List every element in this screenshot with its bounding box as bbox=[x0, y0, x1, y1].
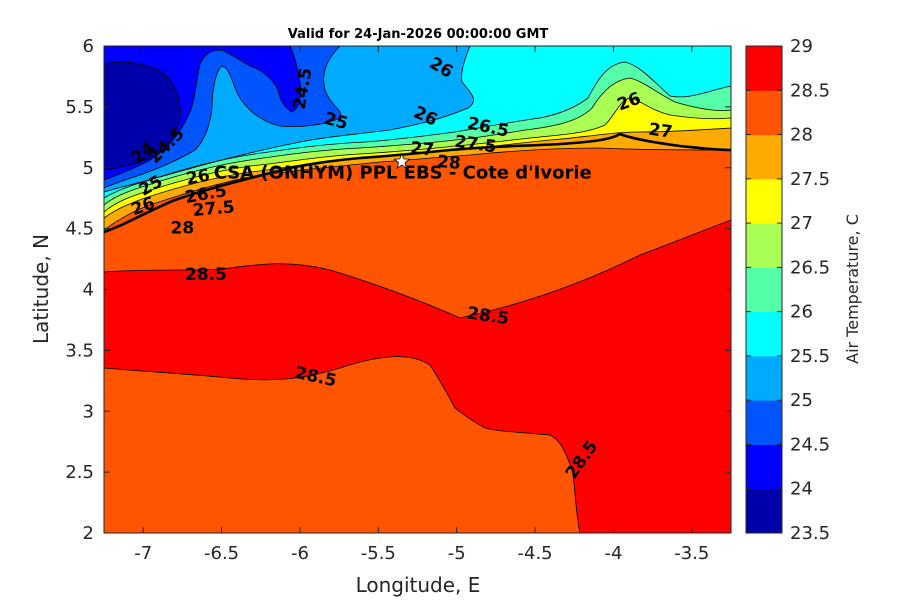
colorbar-tick-label: 28 bbox=[790, 125, 813, 146]
x-tick-label: -7 bbox=[134, 543, 152, 564]
contour-line-25.5 bbox=[104, 46, 474, 193]
colorbar-segment bbox=[746, 178, 782, 224]
contour-label: 27 bbox=[410, 138, 435, 160]
x-tick-label: -4.5 bbox=[518, 543, 553, 564]
band-23.5-24 bbox=[104, 62, 181, 170]
colorbar-tick-label: 25 bbox=[790, 390, 813, 411]
y-tick-label: 2.5 bbox=[65, 462, 94, 483]
contour-line-24 bbox=[104, 61, 181, 171]
contour-label: 27.5 bbox=[192, 197, 236, 221]
x-tick-label: -6 bbox=[291, 543, 309, 564]
y-axis: 2 2.5 3 3.5 4 4.5 5 5.5 6 bbox=[65, 36, 731, 544]
y-tick-label: 6 bbox=[83, 36, 94, 57]
colorbar-segment bbox=[746, 355, 782, 401]
contour-label: 26 bbox=[185, 166, 212, 190]
colorbar: 23.5 24 24.5 25 25.5 26 26.5 27 27.5 28 28.5 29 bbox=[745, 36, 830, 544]
y-tick-label: 4 bbox=[83, 280, 94, 301]
y-tick-label: 3.5 bbox=[65, 340, 94, 361]
x-tick-label: -3.5 bbox=[674, 543, 709, 564]
colorbar-tick-label: 28.5 bbox=[790, 80, 830, 101]
colorbar-segment bbox=[746, 488, 782, 534]
contour-line-26.5 bbox=[104, 77, 731, 206]
colorbar-frame bbox=[745, 45, 783, 534]
colorbar-segment bbox=[746, 400, 782, 445]
x-axis-label: Longitude, E bbox=[356, 573, 481, 597]
colorbar-segment bbox=[746, 46, 782, 91]
colorbar-segment bbox=[746, 223, 782, 268]
y-tick-label: 5 bbox=[83, 158, 94, 179]
colorbar-tick-label: 27.5 bbox=[790, 169, 830, 190]
y-tick-label: 3 bbox=[83, 401, 94, 422]
contour-line-24.5 bbox=[104, 46, 302, 181]
contour-label: 28 bbox=[171, 219, 195, 239]
colorbar-label: Air Temperature, C bbox=[843, 214, 862, 364]
y-tick-label: 5.5 bbox=[65, 97, 94, 118]
band-28-28.5-lower bbox=[104, 356, 580, 533]
y-axis-label: Latitude, N bbox=[29, 234, 53, 344]
colorbar-tick-label: 26.5 bbox=[790, 257, 830, 278]
colorbar-segment bbox=[746, 267, 782, 313]
contour-label: 28.5 bbox=[185, 265, 227, 285]
contour-line-27 bbox=[104, 97, 731, 213]
contour-line-26 bbox=[104, 61, 731, 199]
x-axis: -7 -6.5 -6 -5.5 -5 -4.5 -4 -3.5 bbox=[134, 46, 709, 564]
contour-plot-area bbox=[104, 46, 731, 533]
contour-line-28 bbox=[104, 147, 731, 231]
coastline bbox=[104, 132, 731, 234]
colorbar-tick-label: 24 bbox=[790, 479, 813, 500]
contour-line-28.5-lower bbox=[104, 356, 581, 533]
contour-line-28.5-upper bbox=[104, 219, 731, 319]
colorbar-tick-label: 24.5 bbox=[790, 434, 830, 455]
x-tick-label: -5 bbox=[448, 543, 466, 564]
contour-label: 28 bbox=[436, 152, 461, 174]
colorbar-tick-label: 25.5 bbox=[790, 346, 830, 367]
colorbar-tick-label: 29 bbox=[790, 36, 813, 57]
site-annotation: CSA (ONHYM) PPL EBS - Cote d'Ivorie bbox=[214, 163, 592, 184]
colorbar-segment bbox=[746, 444, 782, 490]
x-tick-label: -5.5 bbox=[361, 543, 396, 564]
contour-line-25 bbox=[104, 46, 342, 189]
site-star-marker bbox=[393, 152, 411, 170]
colorbar-segment bbox=[746, 134, 782, 180]
x-tick-label: -6.5 bbox=[204, 543, 239, 564]
x-tick-label: -4 bbox=[604, 543, 622, 564]
y-tick-label: 2 bbox=[83, 523, 94, 544]
colorbar-tick-label: 27 bbox=[790, 213, 813, 234]
chart-title: Valid for 24-Jan-2026 00:00:00 GMT bbox=[288, 27, 549, 42]
band-28.5-29 bbox=[104, 220, 731, 533]
colorbar-segment bbox=[746, 90, 782, 136]
colorbar-segment bbox=[746, 311, 782, 357]
contour-lines bbox=[104, 46, 731, 533]
contour-label: 27 bbox=[647, 120, 673, 143]
y-tick-label: 4.5 bbox=[65, 219, 94, 240]
colorbar-tick-label: 23.5 bbox=[790, 523, 830, 544]
colorbar-tick-label: 26 bbox=[790, 302, 813, 323]
